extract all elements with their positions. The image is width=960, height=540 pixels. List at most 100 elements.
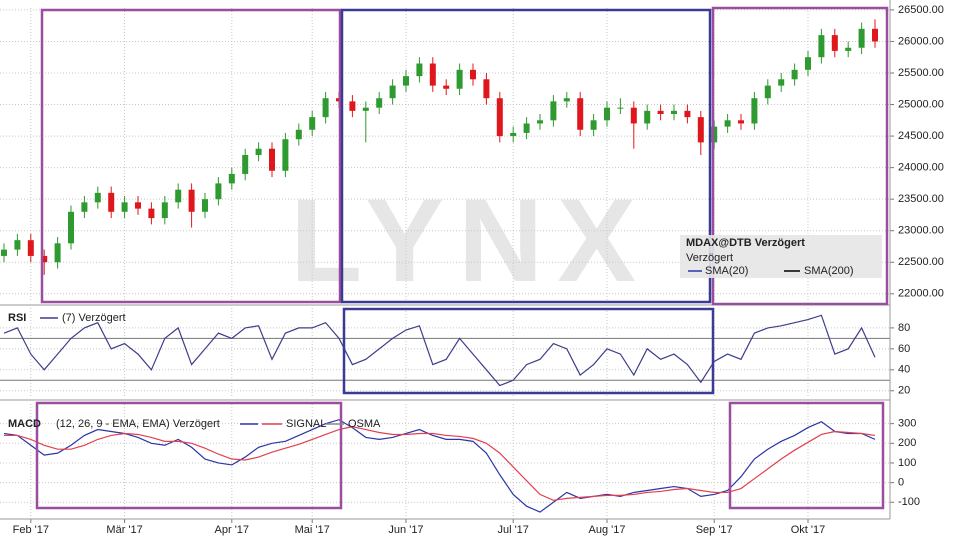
- y-tick-label: 100: [898, 457, 916, 469]
- x-tick-label: Feb '17: [13, 524, 49, 536]
- candle-body: [309, 117, 316, 130]
- y-tick-label: 26500.00: [898, 4, 944, 16]
- series-line: [3, 314, 876, 387]
- candle-body: [791, 69, 798, 80]
- candle-body: [389, 85, 396, 99]
- candle-body: [362, 107, 369, 111]
- candle-body: [175, 189, 182, 203]
- y-tick-label: 60: [898, 343, 910, 355]
- candle-body: [590, 120, 597, 130]
- candle-body: [630, 107, 637, 124]
- candle-body: [496, 98, 503, 137]
- x-tick-label: Jun '17: [388, 524, 423, 536]
- candle-body: [376, 98, 383, 108]
- y-tick-label: -100: [898, 496, 920, 508]
- candle-body: [858, 28, 865, 48]
- candle-body: [255, 148, 262, 155]
- candle-body: [470, 69, 476, 80]
- highlight-box: [35, 401, 343, 510]
- candle-body: [81, 202, 88, 212]
- watermark: LYNX: [290, 175, 650, 307]
- candle-body: [108, 192, 115, 212]
- candle-body: [443, 85, 450, 89]
- candle-body: [242, 155, 249, 174]
- candle-body: [161, 202, 168, 219]
- candle-body: [577, 98, 584, 130]
- y-tick-label: 24500.00: [898, 130, 944, 142]
- y-tick-label: 80: [898, 322, 910, 334]
- legend-label: SMA(20): [705, 265, 748, 277]
- candle-body: [54, 243, 61, 263]
- candle-body: [429, 63, 436, 86]
- highlight-box: [340, 8, 712, 304]
- plots: Feb '17 Mär '17 Apr '17 Mai '17 Jun '17 Jul '…: [0, 4, 944, 536]
- candle-body: [188, 189, 195, 212]
- y-tick-label: 20: [898, 385, 910, 397]
- candle-body: [483, 79, 490, 99]
- candle-body: [121, 202, 128, 212]
- candle-body: [617, 107, 624, 109]
- candle-body: [697, 117, 704, 143]
- candle-body: [604, 107, 610, 121]
- candle-body: [738, 120, 744, 124]
- x-tick-label: Aug '17: [589, 524, 626, 536]
- candle-body: [523, 123, 530, 133]
- candle-body: [537, 120, 543, 124]
- candle-body: [416, 63, 423, 77]
- candle-body: [41, 255, 48, 263]
- candle-body: [135, 202, 141, 209]
- y-tick-label: 25000.00: [898, 98, 944, 110]
- legend-subtitle: Verzögert: [686, 252, 733, 264]
- candle-body: [510, 132, 517, 137]
- candle-body: [550, 101, 557, 121]
- candle-body: [202, 199, 208, 212]
- y-tick-label: 25500.00: [898, 67, 944, 79]
- y-tick-label: 24000.00: [898, 162, 944, 174]
- candle-body: [872, 28, 878, 42]
- legend-label: OSMA: [348, 418, 381, 430]
- x-tick-label: Jul '17: [497, 524, 528, 536]
- candle-body: [228, 173, 235, 184]
- y-tick-label: 22500.00: [898, 256, 944, 268]
- x-tick-label: Sep '17: [696, 524, 733, 536]
- highlight-box: [728, 401, 885, 510]
- x-tick-label: Mai '17: [295, 524, 330, 536]
- candle-body: [456, 69, 463, 89]
- candle-body: [845, 47, 852, 51]
- candle-body: [657, 110, 664, 114]
- candle-body: [831, 35, 838, 51]
- candle-body: [14, 240, 21, 250]
- legend-label: SIGNAL: [286, 418, 326, 430]
- legend-box: [680, 235, 882, 278]
- y-tick-label: 23500.00: [898, 193, 944, 205]
- series-line: [3, 419, 876, 513]
- x-tick-label: Apr '17: [215, 524, 250, 536]
- candle-body: [215, 183, 222, 200]
- candle-body: [805, 57, 811, 70]
- candle-body: [644, 110, 651, 124]
- highlight-box: [711, 6, 889, 306]
- candle-body: [269, 148, 275, 171]
- candle-body: [148, 208, 155, 219]
- candle-body: [349, 101, 356, 111]
- y-tick-label: 26000.00: [898, 35, 944, 47]
- y-tick-label: 200: [898, 437, 916, 449]
- candle-body: [27, 240, 34, 256]
- candle-body: [295, 129, 302, 140]
- candle-body: [764, 85, 771, 99]
- y-tick-label: 40: [898, 364, 910, 376]
- candle-body: [403, 76, 409, 86]
- y-tick-label: 300: [898, 418, 916, 430]
- y-tick-label: 0: [898, 477, 904, 489]
- candle-body: [1, 249, 7, 256]
- candle-body: [671, 110, 677, 114]
- candle-body: [778, 79, 785, 86]
- candle-body: [322, 98, 329, 118]
- candle-body: [818, 35, 825, 58]
- panel-title: RSI: [8, 312, 26, 324]
- legend-label: (12, 26, 9 - EMA, EMA) Verzögert: [56, 418, 220, 430]
- candle-body: [282, 139, 289, 171]
- y-tick-label: 23000.00: [898, 225, 944, 237]
- candle-body: [68, 211, 74, 244]
